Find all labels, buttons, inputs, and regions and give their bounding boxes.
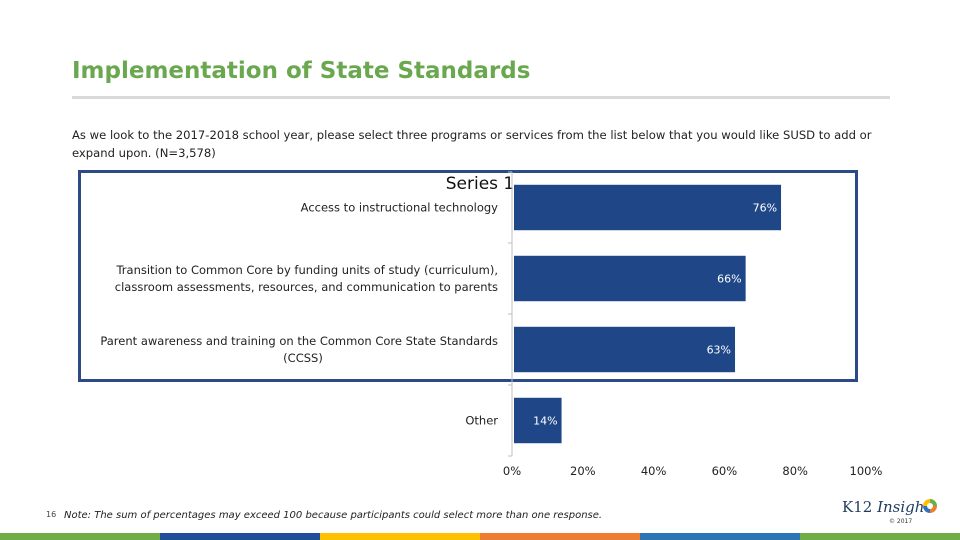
copyright: © 2017 [889, 518, 913, 525]
bar-data-label: 76% [753, 202, 777, 215]
x-tick-label: 20% [570, 464, 596, 478]
footer-color-strip [0, 533, 960, 540]
survey-question: As we look to the 2017-2018 school year,… [72, 128, 872, 160]
chart-title: Series 1 [446, 174, 515, 194]
category-label: Other [465, 414, 498, 428]
strip-segment [0, 533, 160, 540]
bar [514, 184, 782, 231]
strip-segment [480, 533, 640, 540]
strip-segment [320, 533, 480, 540]
bar-data-label: 63% [707, 344, 731, 357]
category-label: Transition to Common Core by funding uni… [115, 263, 498, 277]
bar [514, 326, 736, 373]
x-tick-label: 40% [641, 464, 667, 478]
logo-wordmark: K12 Insight [842, 498, 930, 516]
k12-insight-logo: K12 Insight © 2017 [842, 496, 942, 530]
category-label: classroom assessments, resources, and co… [115, 280, 498, 294]
x-tick-label: 80% [782, 464, 808, 478]
chart-highlight-frame [78, 170, 858, 382]
x-tick-label: 0% [503, 464, 521, 478]
title-divider [72, 96, 890, 99]
category-label: Access to instructional technology [301, 201, 499, 215]
strip-segment [640, 533, 800, 540]
page-number: 16 [46, 510, 57, 519]
logo-k12: K12 [842, 498, 878, 516]
bar [514, 397, 562, 444]
footnote: Note: The sum of percentages may exceed … [64, 510, 603, 521]
x-tick-label: 100% [850, 464, 883, 478]
logo-insight: Insight [877, 498, 931, 516]
strip-segment [800, 533, 960, 540]
bar-data-label: 66% [717, 273, 741, 286]
bar-data-label: 14% [533, 415, 557, 428]
strip-segment [160, 533, 320, 540]
x-tick-label: 60% [712, 464, 738, 478]
bar [514, 255, 746, 302]
category-label: Parent awareness and training on the Com… [100, 334, 498, 348]
category-label: (CCSS) [283, 351, 323, 365]
logo-pinwheel-icon [923, 499, 937, 513]
slide-title: Implementation of State Standards [72, 58, 531, 84]
